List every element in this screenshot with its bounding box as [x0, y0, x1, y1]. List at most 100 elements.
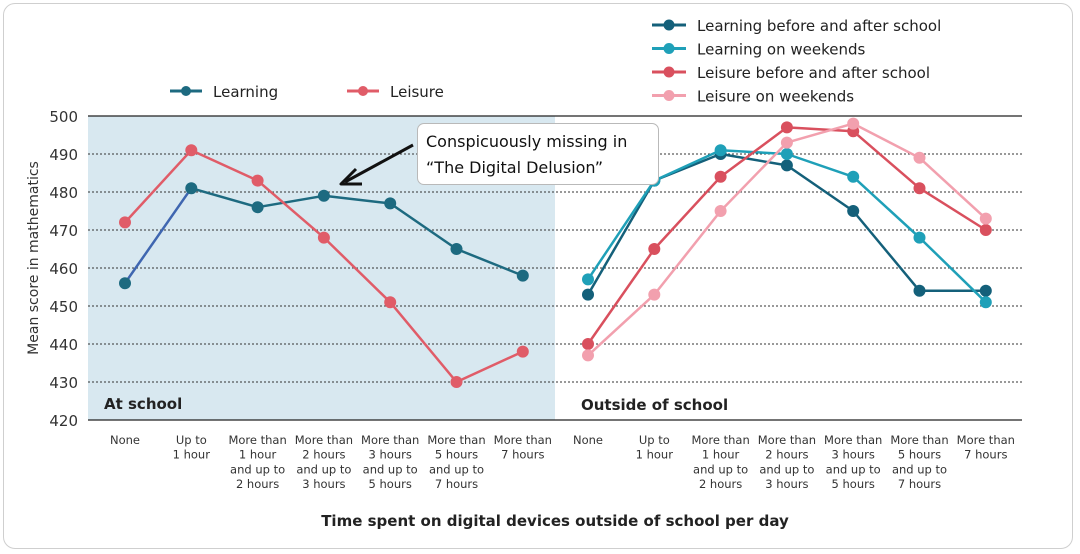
legend-label: Leisure	[390, 83, 444, 101]
x-tick-label: 2 hours	[699, 477, 742, 491]
data-point	[582, 288, 594, 301]
series-segment	[586, 179, 656, 296]
series-segment	[851, 129, 921, 190]
x-tick-label: 1 hour	[702, 448, 740, 462]
series-segment	[190, 186, 259, 209]
x-tick-label: 7 hours	[898, 477, 941, 491]
data-point	[384, 296, 397, 309]
series-segment	[719, 126, 789, 179]
x-tick-label: 2 hours	[236, 477, 279, 491]
data-point	[714, 144, 727, 157]
legend-marker	[181, 86, 191, 96]
x-tick-label: and up to	[429, 462, 484, 476]
y-tick-label: 420	[49, 412, 78, 430]
legend-label: Learning before and after school	[697, 17, 941, 35]
x-tick-label: Up to	[639, 433, 670, 447]
x-tick-label: More than	[494, 433, 552, 447]
x-tick-label: More than	[824, 433, 882, 447]
data-point	[913, 182, 926, 195]
data-point	[979, 224, 992, 236]
x-tick-label: 5 hours	[898, 448, 941, 462]
x-tick-label: 1 hour	[636, 448, 674, 462]
data-point	[648, 288, 661, 301]
x-tick-label: 7 hours	[501, 448, 544, 462]
chart-frame	[3, 3, 1073, 549]
data-point	[847, 117, 860, 130]
x-tick-label: More than	[890, 433, 948, 447]
series-segment	[719, 141, 789, 213]
x-tick-label: 1 hour	[173, 448, 211, 462]
x-tick-label: 3 hours	[302, 477, 345, 491]
series-segment	[586, 179, 656, 281]
x-tick-label: and up to	[296, 462, 351, 476]
x-tick-label: and up to	[826, 462, 881, 476]
series-segment	[455, 247, 525, 277]
data-point	[714, 205, 727, 217]
data-point	[847, 170, 860, 183]
x-tick-label: More than	[427, 433, 485, 447]
legend-label: Leisure on weekends	[697, 88, 854, 106]
data-point	[384, 197, 397, 210]
y-tick-label: 500	[49, 108, 78, 126]
series-segment	[653, 209, 722, 296]
x-tick-label: 5 hours	[369, 477, 412, 491]
y-tick-label: 480	[49, 184, 78, 202]
x-tick-label: More than	[228, 433, 286, 447]
legend-marker	[358, 86, 368, 96]
data-point	[714, 170, 727, 183]
series-segment	[785, 152, 855, 179]
data-point	[913, 284, 926, 297]
data-point	[119, 216, 131, 229]
data-point	[780, 121, 793, 134]
series-segment	[586, 247, 656, 346]
data-point	[648, 243, 661, 255]
data-point	[979, 296, 992, 309]
series-segment	[719, 152, 789, 167]
x-tick-label: More than	[295, 433, 353, 447]
x-tick-label: 7 hours	[435, 477, 478, 491]
annotation-arrow-head	[339, 167, 362, 186]
data-point	[251, 201, 264, 214]
legend-label: Leisure before and after school	[697, 64, 930, 82]
legend-marker	[663, 90, 675, 101]
data-point	[251, 174, 264, 187]
data-point	[317, 231, 330, 244]
data-point	[450, 243, 463, 255]
x-tick-label: More than	[957, 433, 1015, 447]
data-point	[913, 231, 926, 244]
data-point	[979, 284, 992, 297]
series-segment	[851, 175, 921, 239]
y-tick-label: 490	[49, 146, 78, 164]
series-segment	[653, 175, 722, 251]
series-segment	[123, 186, 193, 285]
annotation-line-2: “The Digital Delusion”	[426, 158, 603, 177]
x-tick-label: More than	[361, 433, 419, 447]
x-tick-label: More than	[758, 433, 816, 447]
data-point	[979, 212, 992, 225]
data-point	[582, 338, 594, 350]
data-point	[847, 205, 860, 217]
y-tick-label: 450	[49, 298, 78, 316]
data-point	[780, 148, 793, 160]
legend-label: Learning	[213, 83, 278, 101]
x-tick-label: and up to	[693, 462, 748, 476]
legend-label: Learning on weekends	[697, 41, 865, 59]
series-segment	[918, 186, 988, 232]
y-axis-label: Mean score in mathematics	[26, 161, 42, 355]
x-tick-label: 5 hours	[832, 477, 875, 491]
series-segment	[388, 300, 458, 384]
series-segment	[123, 148, 193, 224]
series-segment	[388, 202, 458, 251]
x-tick-label: 2 hours	[765, 448, 808, 462]
series-segment	[256, 194, 326, 209]
data-point	[185, 144, 198, 157]
x-tick-label: More than	[691, 433, 749, 447]
series-segment	[918, 236, 988, 304]
x-tick-label: 2 hours	[302, 448, 345, 462]
annotation-arrow-shaft	[344, 143, 414, 184]
data-point	[780, 159, 793, 172]
data-point	[185, 182, 198, 195]
data-point	[582, 349, 594, 362]
series-segment	[256, 179, 326, 239]
